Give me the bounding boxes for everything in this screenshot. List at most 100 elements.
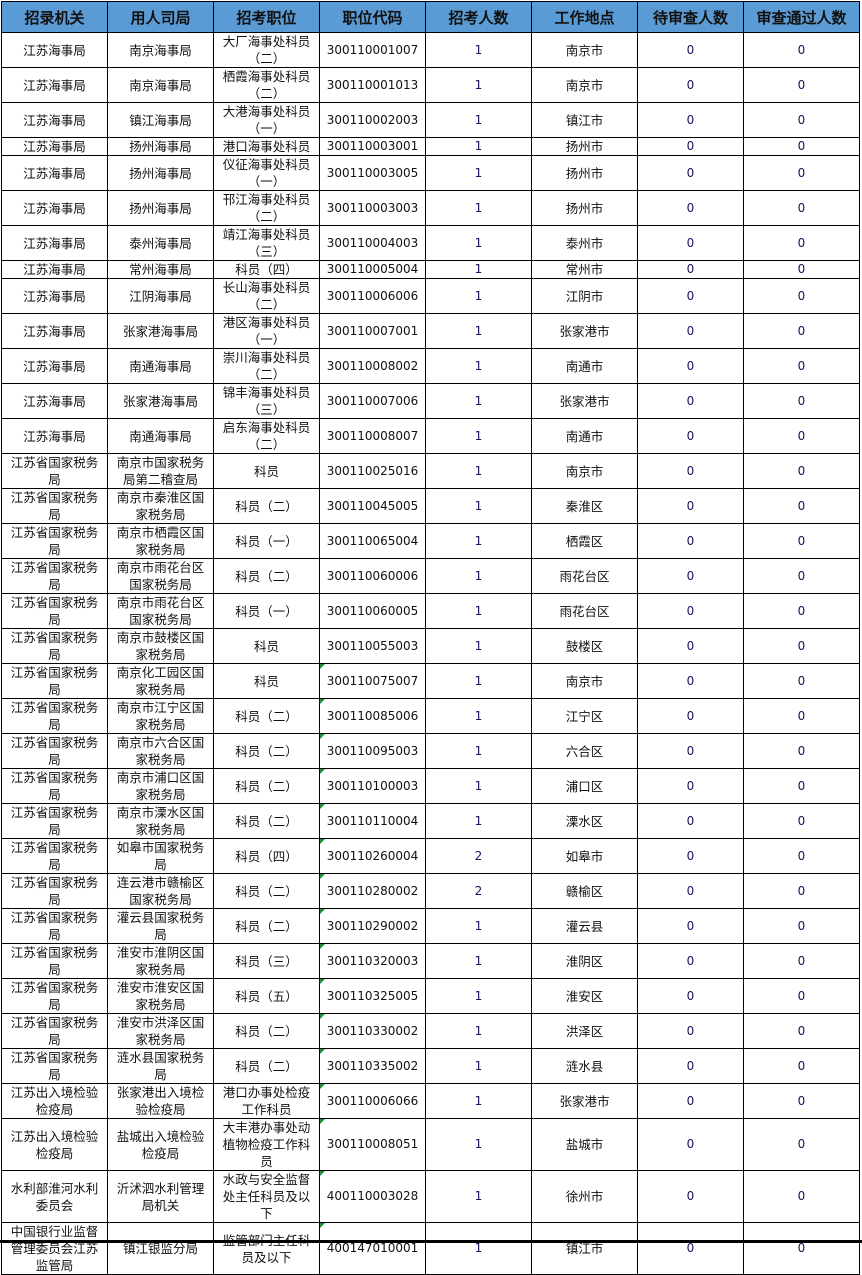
pending-cell: 0 (637, 278, 744, 314)
pending-cell: 0 (637, 838, 744, 874)
pending-cell: 0 (637, 1170, 744, 1223)
position-cell: 科员（四） (213, 260, 320, 279)
pending-cell: 0 (637, 453, 744, 489)
position-cell: 靖江海事处科员（三） (213, 225, 320, 261)
position-cell: 港口海事处科员 (213, 137, 320, 156)
table-row: 江苏省国家税务局 南京市江宁区国家税务局 科员（二） 300110085006 1 江宁区… (1, 698, 860, 734)
agency-cell: 江苏省国家税务局 (1, 768, 108, 804)
table-row: 江苏省国家税务局 淮安市淮安区国家税务局 科员（五） 300110325005 1 淮安区… (1, 978, 860, 1014)
position-cell: 栖霞海事处科员（二） (213, 67, 320, 103)
bureau-cell: 镇江银监分局 (107, 1222, 214, 1275)
passed-cell: 0 (743, 453, 860, 489)
table-row: 江苏海事局 扬州海事局 邗江海事处科员（二） 300110003003 1 扬州市 0 0 (1, 190, 860, 226)
passed-cell: 0 (743, 67, 860, 103)
openings-cell: 1 (425, 1170, 532, 1223)
table-row: 江苏海事局 常州海事局 科员（四） 300110005004 1 常州市 0 0 (1, 260, 860, 279)
openings-cell: 1 (425, 558, 532, 594)
agency-cell: 江苏省国家税务局 (1, 803, 108, 839)
agency-cell: 江苏省国家税务局 (1, 1048, 108, 1084)
agency-cell: 江苏海事局 (1, 383, 108, 419)
position-cell: 大厂海事处科员（二） (213, 32, 320, 68)
pending-cell: 0 (637, 698, 744, 734)
table-row: 江苏省国家税务局 南京市栖霞区国家税务局 科员（一） 300110065004 1 栖霞区… (1, 523, 860, 559)
location-cell: 南京市 (531, 32, 638, 68)
table-row: 江苏出入境检验检疫局 盐城出入境检验检疫局 大丰港办事处动植物检疫工作科员 30011… (1, 1118, 860, 1171)
bureau-cell: 沂沭泗水利管理局机关 (107, 1170, 214, 1223)
code-cell: 300110055003 (319, 628, 426, 664)
openings-cell: 1 (425, 260, 532, 279)
position-cell: 科员（二） (213, 1048, 320, 1084)
passed-cell: 0 (743, 1118, 860, 1171)
table-row: 江苏省国家税务局 淮安市洪泽区国家税务局 科员（二） 300110330002 1 洪泽区… (1, 1013, 860, 1049)
bureau-cell: 江阴海事局 (107, 278, 214, 314)
agency-cell: 江苏省国家税务局 (1, 558, 108, 594)
code-cell: 300110330002 (319, 1013, 426, 1049)
location-cell: 扬州市 (531, 190, 638, 226)
pending-cell: 0 (637, 558, 744, 594)
location-cell: 雨花台区 (531, 558, 638, 594)
pending-cell: 0 (637, 155, 744, 191)
table-row: 江苏海事局 张家港海事局 锦丰海事处科员（三） 300110007006 1 张家港市 0 0 (1, 383, 860, 419)
agency-cell: 江苏省国家税务局 (1, 838, 108, 874)
table-row: 江苏省国家税务局 南京市雨花台区国家税务局 科员（二） 300110060006 1 雨花… (1, 558, 860, 594)
position-cell: 大丰港办事处动植物检疫工作科员 (213, 1118, 320, 1171)
passed-cell: 0 (743, 663, 860, 699)
pending-cell: 0 (637, 137, 744, 156)
openings-cell: 1 (425, 803, 532, 839)
pending-cell: 0 (637, 978, 744, 1014)
openings-cell: 1 (425, 1013, 532, 1049)
agency-cell: 江苏海事局 (1, 190, 108, 226)
code-cell: 300110002003 (319, 102, 426, 138)
bureau-cell: 南通海事局 (107, 418, 214, 454)
agency-cell: 江苏海事局 (1, 278, 108, 314)
location-cell: 镇江市 (531, 102, 638, 138)
openings-cell: 1 (425, 32, 532, 68)
passed-cell: 0 (743, 155, 860, 191)
passed-cell: 0 (743, 628, 860, 664)
passed-cell: 0 (743, 558, 860, 594)
code-cell: 300110065004 (319, 523, 426, 559)
table-row: 江苏海事局 南京海事局 栖霞海事处科员（二） 300110001013 1 南京市 0 0 (1, 67, 860, 103)
openings-cell: 1 (425, 418, 532, 454)
agency-cell: 江苏省国家税务局 (1, 733, 108, 769)
position-cell: 仪征海事处科员（一） (213, 155, 320, 191)
pending-cell: 0 (637, 32, 744, 68)
code-cell: 300110085006 (319, 698, 426, 734)
pending-cell: 0 (637, 593, 744, 629)
location-cell: 雨花台区 (531, 593, 638, 629)
table-row: 江苏海事局 镇江海事局 大港海事处科员（一） 300110002003 1 镇江市 0 0 (1, 102, 860, 138)
position-cell: 监管部门主任科员及以下 (213, 1222, 320, 1275)
location-cell: 南京市 (531, 663, 638, 699)
bureau-cell: 南京市国家税务局第二稽查局 (107, 453, 214, 489)
openings-cell: 1 (425, 943, 532, 979)
agency-cell: 江苏省国家税务局 (1, 593, 108, 629)
table-row: 江苏省国家税务局 南京市国家税务局第二稽查局 科员 300110025016 1 南京市 0… (1, 453, 860, 489)
passed-cell: 0 (743, 1013, 860, 1049)
header-position-code: 职位代码 (319, 1, 426, 33)
code-cell: 300110007001 (319, 313, 426, 349)
agency-cell: 江苏省国家税务局 (1, 1013, 108, 1049)
code-cell: 300110003003 (319, 190, 426, 226)
agency-cell: 江苏省国家税务局 (1, 943, 108, 979)
location-cell: 镇江市 (531, 1222, 638, 1275)
openings-cell: 2 (425, 873, 532, 909)
position-cell: 科员 (213, 628, 320, 664)
table-row: 江苏省国家税务局 灌云县国家税务局 科员（二） 300110290002 1 灌云县 0 0 (1, 908, 860, 944)
openings-cell: 1 (425, 1118, 532, 1171)
location-cell: 灌云县 (531, 908, 638, 944)
openings-cell: 1 (425, 698, 532, 734)
pending-cell: 0 (637, 1013, 744, 1049)
table-row: 江苏省国家税务局 南京市秦淮区国家税务局 科员（二） 300110045005 1 秦淮区… (1, 488, 860, 524)
bureau-cell: 扬州海事局 (107, 155, 214, 191)
agency-cell: 江苏省国家税务局 (1, 698, 108, 734)
location-cell: 淮阴区 (531, 943, 638, 979)
bureau-cell: 南京海事局 (107, 32, 214, 68)
agency-cell: 江苏省国家税务局 (1, 453, 108, 489)
location-cell: 张家港市 (531, 383, 638, 419)
agency-cell: 江苏出入境检验检疫局 (1, 1118, 108, 1171)
code-cell: 300110075007 (319, 663, 426, 699)
pending-cell: 0 (637, 225, 744, 261)
pending-cell: 0 (637, 873, 744, 909)
header-work-location: 工作地点 (531, 1, 638, 33)
position-cell: 科员 (213, 453, 320, 489)
